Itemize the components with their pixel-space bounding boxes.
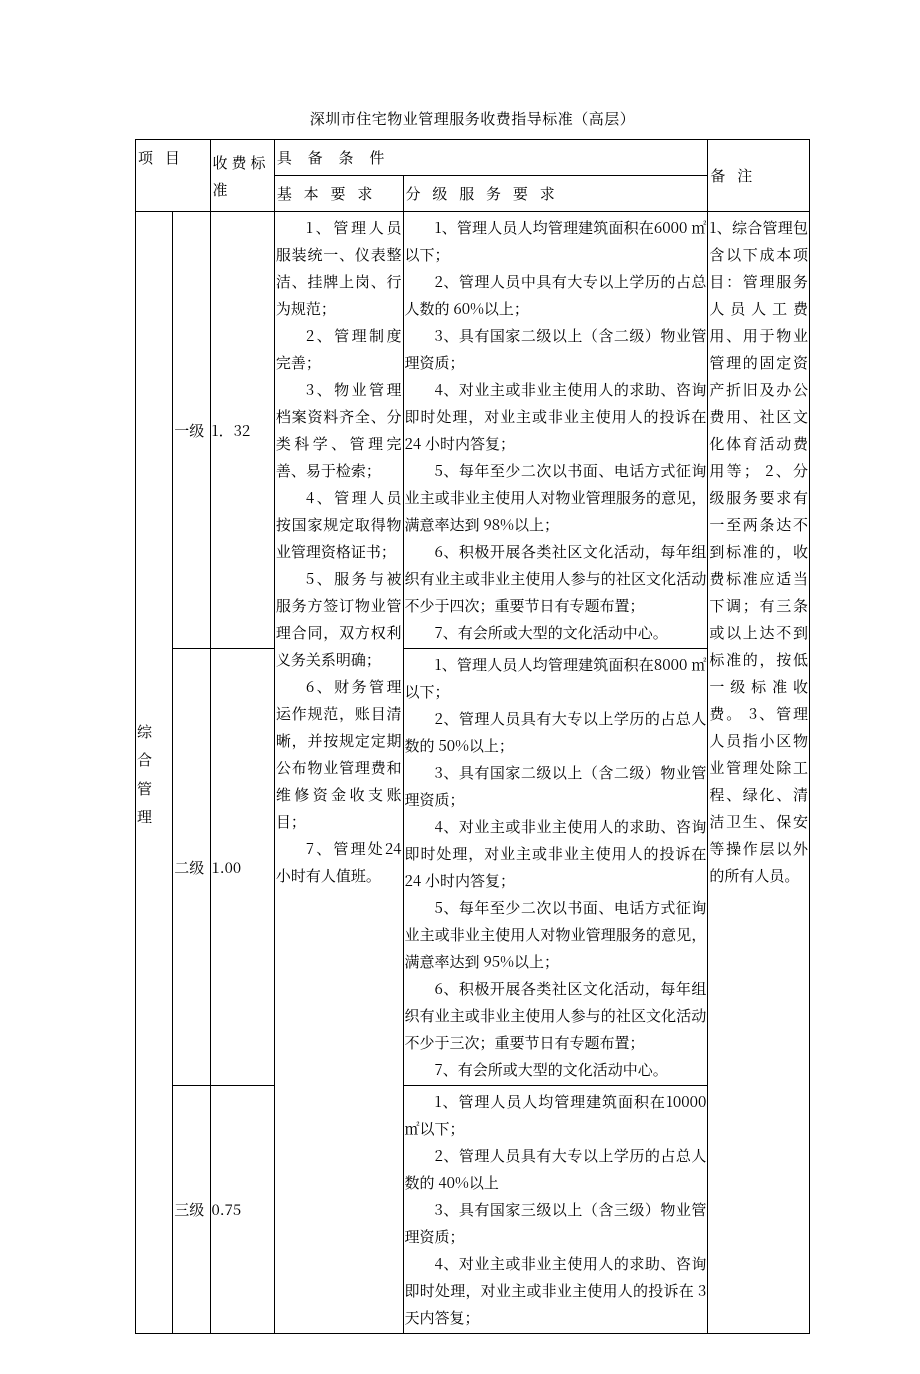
graded-item: 4、对业主或非业主使用人的求助、咨询即时处理，对业主或非业主使用人的投诉在 24… [405,813,707,894]
proj-char: 理 [137,803,171,832]
hdr-graded: 分 级 服 务 要 求 [403,176,708,212]
pricing-table: 项 目 收费标准 具 备 条 件 备 注 基 本 要 求 分 级 服 务 要 求… [135,139,810,1334]
cell-graded-2: 1、管理人员人均管理建筑面积在8000 ㎡以下； 2、管理人员具有大专以上学历的… [403,649,708,1086]
cell-basic-req: 1、管理人员服装统一、仪表整洁、挂牌上岗、行为规范； 2、管理制度完善； 3、物… [274,212,403,1334]
graded-item: 6、积极开展各类社区文化活动，每年组织有业主或非业主使用人参与的社区文化活动不少… [405,975,707,1056]
graded-item: 1、管理人员人均管理建筑面积在8000 ㎡以下； [405,651,707,705]
hdr-fee: 收费标准 [210,140,274,212]
proj-char: 管 [137,775,171,804]
row-level-1: 综 合 管 理 一级 1．32 1、管理人员服装统一、仪表整洁、挂牌上岗、行为规… [136,212,810,649]
cell-notes: 1、综合管理包含以下成本项目：管理服务人员人工费用、用于物业管理的固定资产折旧及… [708,212,810,1334]
basic-req-item: 6、财务管理运作规范，账目清晰，并按规定定期公布物业管理费和维修资金收支账目； [276,673,402,835]
note-item: 3、管理人员指小区物业管理处除工程、绿化、清洁卫生、保安等操作层以外的所有人员。 [709,703,808,886]
basic-req-item: 5、服务与被服务方签订物业管理合同，双方权利义务关系明确； [276,565,402,673]
proj-char: 综 [137,718,171,747]
graded-item: 7、有会所或大型的文化活动中心。 [405,1056,707,1083]
cell-fee-3: 0.75 [210,1086,274,1334]
graded-item: 6、积极开展各类社区文化活动，每年组织有业主或非业主使用人参与的社区文化活动不少… [405,538,707,619]
hdr-basic: 基 本 要 求 [274,176,403,212]
basic-req-item: 1、管理人员服装统一、仪表整洁、挂牌上岗、行为规范； [276,214,402,322]
cell-level-1: 一级 [173,212,210,649]
graded-item: 1、管理人员人均管理建筑面积在6000 ㎡以下； [405,214,707,268]
cell-project: 综 合 管 理 [136,212,173,1334]
header-row-1: 项 目 收费标准 具 备 条 件 备 注 [136,140,810,176]
graded-item: 2、管理人员具有大专以上学历的占总人数的 50%以上； [405,705,707,759]
graded-item: 1、管理人员人均管理建筑面积在10000 ㎡以下； [405,1088,707,1142]
basic-req-item: 4、管理人员按国家规定取得物业管理资格证书； [276,484,402,565]
cell-level-2: 二级 [173,649,210,1086]
basic-req-item: 7、管理处24 小时有人值班。 [276,835,402,889]
basic-req-item: 3、物业管理档案资料齐全、分类科学、管理完善、易于检索； [276,376,402,484]
cell-fee-1: 1．32 [210,212,274,649]
graded-item: 2、管理人员中具有大专以上学历的占总人数的 60%以上； [405,268,707,322]
hdr-notes: 备 注 [708,140,810,212]
cell-graded-1: 1、管理人员人均管理建筑面积在6000 ㎡以下； 2、管理人员中具有大专以上学历… [403,212,708,649]
hdr-conditions: 具 备 条 件 [274,140,708,176]
hdr-project: 项 目 [136,140,211,212]
graded-item: 5、每年至少二次以书面、电话方式征询业主或非业主使用人对物业管理服务的意见，满意… [405,457,707,538]
cell-level-3: 三级 [173,1086,210,1334]
graded-item: 5、每年至少二次以书面、电话方式征询业主或非业主使用人对物业管理服务的意见，满意… [405,894,707,975]
proj-char: 合 [137,746,171,775]
note-item: 1、综合管理包含以下成本项目：管理服务人员人工费用、用于物业管理的固定资产折旧及… [709,217,808,481]
graded-item: 7、有会所或大型的文化活动中心。 [405,619,707,646]
graded-item: 3、具有国家二级以上（含二级）物业管理资质； [405,322,707,376]
graded-item: 3、具有国家二级以上（含二级）物业管理资质； [405,759,707,813]
graded-item: 3、具有国家三级以上（含三级）物业管理资质； [405,1196,707,1250]
basic-req-item: 2、管理制度完善； [276,322,402,376]
cell-fee-2: 1.00 [210,649,274,1086]
note-item: 2、分级服务要求有一至两条达不到标准的，收费标准应适当下调；有三条或以上达不到标… [709,460,808,724]
graded-item: 4、对业主或非业主使用人的求助、咨询即时处理，对业主或非业主使用人的投诉在 3 … [405,1250,707,1331]
cell-graded-3: 1、管理人员人均管理建筑面积在10000 ㎡以下； 2、管理人员具有大专以上学历… [403,1086,708,1334]
graded-item: 4、对业主或非业主使用人的求助、咨询即时处理，对业主或非业主使用人的投诉在 24… [405,376,707,457]
table-caption: 深圳市住宅物业管理服务收费指导标准（高层） [135,108,810,129]
graded-item: 2、管理人员具有大专以上学历的占总人数的 40%以上 [405,1142,707,1196]
